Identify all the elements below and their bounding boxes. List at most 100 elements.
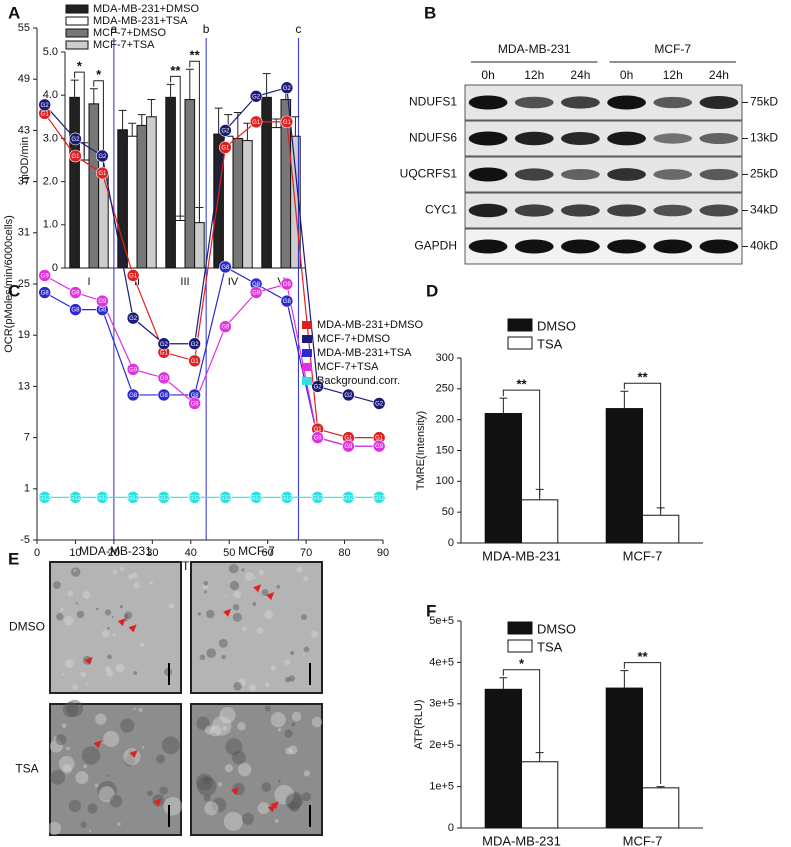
texture (197, 612, 202, 616)
bar (605, 687, 644, 829)
arrowhead (93, 740, 102, 749)
texture (225, 738, 243, 756)
texture (117, 822, 121, 826)
texture (204, 725, 215, 735)
legend-swatch (65, 28, 89, 38)
significance-label: ** (170, 63, 181, 78)
significance-bracket (74, 71, 85, 156)
y-axis-label: mOD/min (19, 137, 31, 183)
y-tick-label: 55 (18, 22, 30, 34)
texture (82, 591, 91, 600)
texture (56, 612, 64, 621)
texture (168, 603, 175, 609)
marker-label: G2 (252, 94, 261, 100)
row-label: TSA (15, 762, 38, 776)
y-tick-label: 1.0 (43, 219, 58, 231)
texture (107, 626, 110, 630)
texture (199, 654, 206, 661)
legend-swatch (507, 639, 533, 653)
marker-label: G9 (129, 367, 138, 373)
marker-label: G9 (283, 282, 292, 288)
texture (76, 610, 85, 619)
texture (62, 701, 79, 718)
arrowhead (270, 801, 279, 810)
arrowhead (84, 656, 93, 665)
marker (126, 269, 140, 282)
texture (231, 750, 246, 765)
marker (69, 491, 82, 504)
texture (303, 770, 311, 777)
blot-band (607, 239, 646, 254)
marker (96, 149, 109, 163)
micrograph (190, 561, 323, 694)
marker (126, 491, 140, 504)
texture (284, 659, 291, 666)
arrowhead (230, 787, 239, 796)
y-tick-label: 2e+5 (429, 739, 454, 751)
marker-label: G12 (220, 495, 232, 501)
texture (202, 583, 209, 590)
texture (242, 626, 247, 632)
x-tick-label: 30 (146, 547, 158, 559)
significance-label: * (96, 67, 102, 82)
marker-label: G8 (252, 282, 261, 288)
texture (300, 614, 307, 621)
blot-strip (464, 228, 743, 265)
y-tick-label: 4e+5 (429, 656, 454, 668)
texture (106, 669, 114, 677)
lane-label: 12h (524, 68, 544, 82)
legend-label: DMSO (537, 318, 576, 333)
blot-band (653, 169, 693, 180)
y-tick-label: 31 (18, 227, 30, 239)
texture (119, 566, 125, 572)
blot-band (607, 131, 646, 146)
texture (224, 594, 227, 598)
panel-label: E (8, 549, 19, 568)
x-tick-label: 80 (338, 547, 350, 559)
column-label: MDA-MB-231 (79, 544, 152, 558)
texture (222, 726, 228, 731)
x-tick-label: 50 (223, 547, 235, 559)
blot-band (653, 239, 693, 254)
y-tick-label: 200 (436, 414, 454, 426)
marker-label: G2 (375, 402, 384, 408)
y-tick-label: 4.0 (43, 89, 58, 101)
texture (224, 764, 233, 773)
y-tick-label: 49 (18, 73, 30, 85)
marker (219, 260, 232, 274)
texture (196, 716, 210, 731)
texture (286, 791, 304, 809)
marker-label: G12 (127, 495, 139, 501)
blot-band (699, 133, 739, 144)
arrowhead (253, 584, 262, 593)
texture (75, 771, 89, 785)
error-bar (118, 109, 127, 130)
significance-bracket (502, 389, 541, 496)
group-label: MCF-7 (654, 42, 691, 56)
y-tick-label: 13 (18, 380, 30, 392)
legend-label: Background.corr. (317, 375, 400, 387)
y-tick-label: 25 (18, 278, 30, 290)
texture (303, 646, 310, 653)
blot-band (514, 131, 554, 146)
marker-label: G9 (221, 325, 230, 331)
texture (274, 784, 295, 805)
protein-label: NDUFS1 (409, 95, 457, 109)
texture (107, 774, 110, 777)
texture (204, 590, 208, 594)
texture (288, 745, 298, 755)
legend-swatch (65, 16, 89, 26)
protein-label: GAPDH (414, 239, 457, 253)
marker (188, 397, 201, 410)
texture (68, 799, 82, 813)
size-label: 34kD (750, 203, 778, 217)
texture (73, 569, 77, 572)
error-bar (272, 118, 281, 128)
bar (69, 96, 80, 269)
texture (64, 658, 74, 669)
texture (163, 796, 183, 816)
legend-label: MCF-7+DMSO (93, 27, 166, 39)
y-axis-label: ATP(RLU) (413, 700, 425, 750)
texture (83, 764, 88, 769)
y-tick-label: 3e+5 (429, 698, 454, 710)
